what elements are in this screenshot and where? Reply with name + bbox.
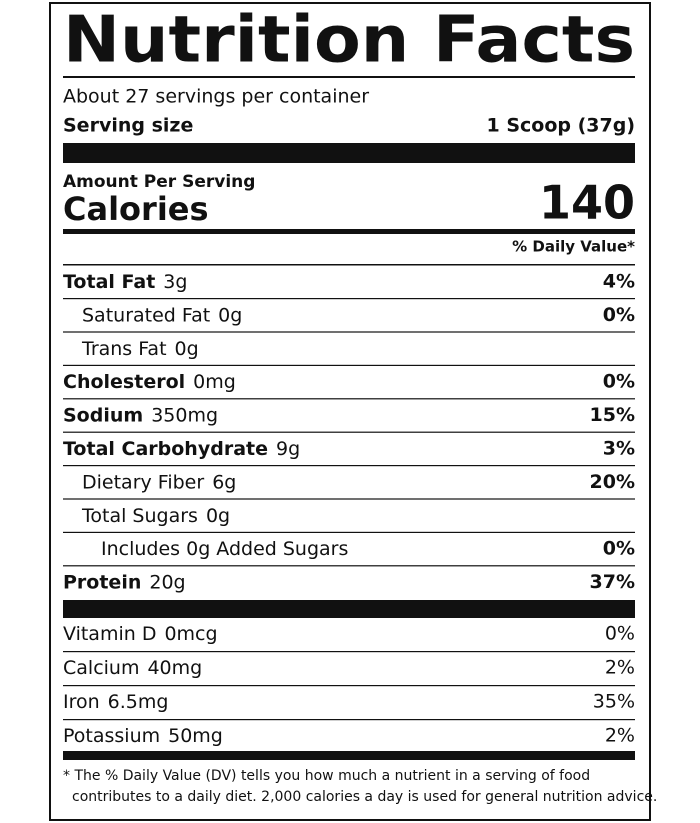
nutrient-amount: 40mg <box>147 657 202 679</box>
nutrient-name: Trans Fat <box>81 337 167 359</box>
servings: About 27 servings per container <box>63 86 369 108</box>
daily-value-header: % Daily Value* <box>512 238 635 256</box>
daily-value: 3% <box>603 438 635 460</box>
nutrient: Dietary Fiber 6g <box>82 471 236 493</box>
nutrient-amount: 6g <box>212 471 236 493</box>
daily-value: 0% <box>603 538 635 560</box>
rule <box>63 651 635 653</box>
daily-value: 35% <box>593 691 635 713</box>
nutrient: Sodium 350mg <box>63 404 218 426</box>
rule <box>63 76 635 78</box>
nutrient-amount: 0mg <box>193 371 236 393</box>
serving-size-value: 1 Scoop (37g) <box>486 115 635 137</box>
nutrient: Total Fat 3g <box>63 271 187 293</box>
daily-value: 0% <box>603 371 635 393</box>
nutrient-name: Sodium <box>63 404 143 426</box>
nutrient-name: Calcium <box>63 657 139 679</box>
nutrient-name: Dietary Fiber <box>82 471 204 493</box>
rule <box>63 685 635 687</box>
rule <box>63 398 635 400</box>
rule <box>63 331 635 333</box>
nutrient: Potassium 50mg <box>63 725 223 747</box>
nutrient-amount: 6.5mg <box>108 691 169 713</box>
footnote: * The % Daily Value (DV) tells you how m… <box>63 768 590 784</box>
rule <box>63 719 635 721</box>
nutrient: Trans Fat 0g <box>81 337 199 359</box>
nutrient-amount: 50mg <box>168 725 223 747</box>
medium-bar <box>63 229 635 234</box>
rule <box>63 431 635 433</box>
daily-value: 37% <box>590 571 635 593</box>
rule <box>63 364 635 366</box>
nutrient: Includes 0g Added Sugars <box>101 538 348 560</box>
nutrient-name: Includes 0g Added Sugars <box>101 538 348 560</box>
nutrient-amount: 0g <box>206 504 230 526</box>
daily-value: 2% <box>605 725 635 747</box>
footnote: contributes to a daily diet. 2,000 calor… <box>72 789 657 805</box>
rule <box>63 531 635 533</box>
rule <box>63 298 635 300</box>
thick-bar <box>63 143 635 163</box>
nutrient: Iron 6.5mg <box>63 691 168 713</box>
daily-value: 20% <box>590 471 635 493</box>
nutrient: Total Sugars 0g <box>81 504 230 526</box>
amount-per-serving: Amount Per Serving <box>63 172 255 192</box>
nutrient-amount: 350mg <box>151 404 218 426</box>
daily-value: 2% <box>605 657 635 679</box>
nutrient-name: Total Fat <box>63 271 155 293</box>
daily-value: 0% <box>603 304 635 326</box>
nutrient-amount: 0g <box>218 304 242 326</box>
nutrient-amount: 9g <box>276 438 300 460</box>
daily-value: 0% <box>605 623 635 645</box>
nutrient-name: Protein <box>63 571 141 593</box>
nutrient-name: Potassium <box>63 725 160 747</box>
label-border <box>49 2 651 821</box>
rule <box>63 264 635 266</box>
nutrient-amount: 20g <box>149 571 185 593</box>
nutrient-amount: 0mcg <box>164 623 217 645</box>
nutrient-name: Total Sugars <box>81 504 198 526</box>
nutrient-name: Total Carbohydrate <box>63 438 268 460</box>
nutrient: Protein 20g <box>63 571 186 593</box>
rule <box>63 498 635 500</box>
nutrient: Cholesterol 0mg <box>63 371 236 393</box>
nutrient-name: Iron <box>63 691 100 713</box>
nutrient-name: Cholesterol <box>63 371 185 393</box>
daily-value: 4% <box>603 271 635 293</box>
nutrient: Calcium 40mg <box>63 657 202 679</box>
calories-label: Calories <box>63 190 209 228</box>
nutrient: Vitamin D 0mcg <box>63 623 218 645</box>
medium-bar <box>63 751 635 760</box>
title: Nutrition Facts <box>63 4 635 78</box>
rule <box>63 565 635 567</box>
thick-bar <box>63 600 635 618</box>
nutrient-amount: 3g <box>163 271 187 293</box>
nutrient-amount: 0g <box>175 337 199 359</box>
daily-value: 15% <box>590 404 635 426</box>
nutrient: Saturated Fat 0g <box>82 304 242 326</box>
calories-value: 140 <box>539 176 635 230</box>
serving-size-label: Serving size <box>63 115 193 137</box>
nutrient-name: Vitamin D <box>63 623 156 645</box>
nutrient-name: Saturated Fat <box>82 304 210 326</box>
nutrient: Total Carbohydrate 9g <box>63 438 300 460</box>
rule <box>63 465 635 467</box>
